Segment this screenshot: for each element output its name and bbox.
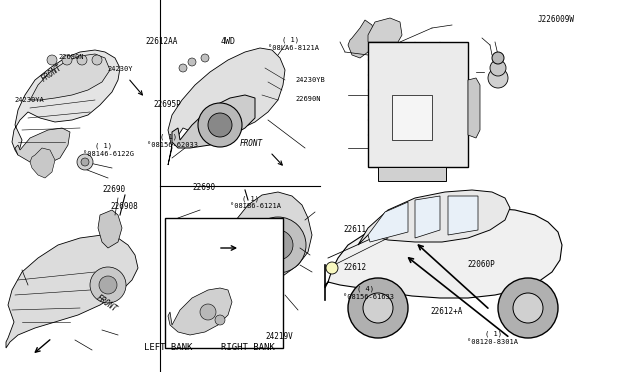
Text: 24230YA: 24230YA [14,97,44,103]
Circle shape [263,230,293,260]
Polygon shape [368,202,408,242]
Polygon shape [30,148,55,178]
Circle shape [208,113,232,137]
Circle shape [488,68,508,88]
Text: 22690N: 22690N [59,54,84,60]
Text: J226009W: J226009W [538,15,575,24]
Text: 22612+A: 22612+A [430,307,463,316]
Polygon shape [222,192,312,286]
Circle shape [47,55,57,65]
Circle shape [250,217,306,273]
Circle shape [188,58,196,66]
Polygon shape [172,95,255,148]
Circle shape [81,158,89,166]
Circle shape [198,103,242,147]
Polygon shape [6,235,138,348]
Circle shape [99,276,117,294]
Text: ( 1): ( 1) [282,36,299,43]
Circle shape [200,304,216,320]
Bar [368,42,468,167]
Circle shape [90,267,126,303]
Text: 226908: 226908 [110,202,138,211]
Text: 22690: 22690 [102,185,125,194]
Text: 4WD: 4WD [221,37,236,46]
Polygon shape [368,18,402,42]
Text: °08156-62033: °08156-62033 [147,142,198,148]
Text: ( 1): ( 1) [485,331,502,337]
Polygon shape [168,48,285,165]
Text: 22060P: 22060P [467,260,495,269]
Circle shape [215,315,225,325]
Circle shape [92,55,102,65]
Text: 22612: 22612 [343,263,366,272]
Text: °08IB6-6121A: °08IB6-6121A [230,203,282,209]
Circle shape [363,293,393,323]
Text: ( 1): ( 1) [160,134,177,140]
Polygon shape [348,20,375,58]
Polygon shape [30,54,110,100]
Text: °08LA6-8121A: °08LA6-8121A [268,45,319,51]
Text: °08120-8301A: °08120-8301A [467,339,518,345]
Text: FRONT: FRONT [40,63,64,84]
Polygon shape [98,210,122,248]
Text: 22690: 22690 [192,183,215,192]
Text: °08156-61633: °08156-61633 [343,294,394,300]
Text: LEFT BANK: LEFT BANK [144,343,193,352]
Text: RIGHT BANK: RIGHT BANK [221,343,275,352]
Circle shape [490,60,506,76]
Polygon shape [325,208,562,298]
Polygon shape [358,190,510,245]
Polygon shape [415,196,440,238]
Text: ( 1): ( 1) [242,195,259,202]
Bar [165,218,283,348]
Polygon shape [168,288,232,335]
Polygon shape [448,196,478,235]
Text: ( 4): ( 4) [357,285,374,292]
Text: 24219V: 24219V [266,332,293,341]
Circle shape [77,55,87,65]
Circle shape [513,293,543,323]
Bar [378,167,446,181]
Polygon shape [15,128,70,165]
Circle shape [348,278,408,338]
Text: 24230Y: 24230Y [108,66,133,72]
Polygon shape [12,50,120,155]
Circle shape [62,55,72,65]
Circle shape [498,278,558,338]
Circle shape [492,52,504,64]
Circle shape [201,54,209,62]
Text: 22611: 22611 [343,225,366,234]
Circle shape [326,262,338,274]
Text: FRONT: FRONT [95,293,119,314]
Text: 22612AA: 22612AA [146,37,179,46]
Text: ( 1): ( 1) [95,143,112,150]
Bar [392,95,432,140]
Text: 22695P: 22695P [154,100,181,109]
Circle shape [179,64,187,72]
Text: 24230YB: 24230YB [296,77,325,83]
Text: FRONT: FRONT [240,139,263,148]
Text: 22690N: 22690N [296,96,321,102]
Circle shape [77,154,93,170]
Polygon shape [468,78,480,138]
Text: °08146-6122G: °08146-6122G [83,151,134,157]
